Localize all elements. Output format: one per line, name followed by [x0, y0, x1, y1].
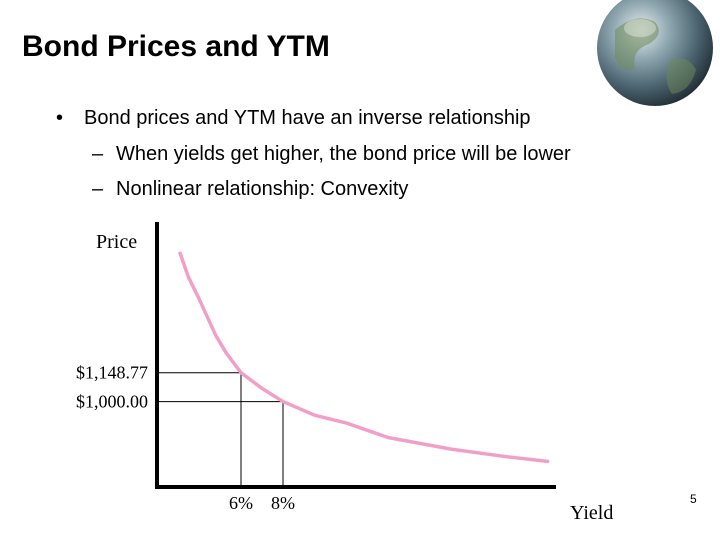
slide-title: Bond Prices and YTM: [22, 30, 330, 63]
y-tick-label: $1,000.00: [76, 392, 148, 412]
bullet-marker: •: [56, 107, 63, 129]
y-axis-label: Price: [96, 231, 137, 253]
x-axis-label: Yield: [570, 502, 613, 524]
bullet-text: Bond prices and YTM have an inverse rela…: [84, 107, 531, 129]
sub-bullet-text: When yields get higher, the bond price w…: [116, 143, 571, 165]
y-tick-label: $1,148.77: [76, 363, 148, 383]
price-curve: [178, 251, 550, 464]
chart: $1,148.77 $1,000.00 6% 8% Price Yield: [76, 222, 613, 524]
x-tick-label: 6%: [229, 493, 253, 513]
globe-decoration: [597, 0, 713, 106]
sub-bullet-marker: –: [92, 143, 104, 165]
page-number: 5: [690, 492, 697, 506]
x-tick-label: 8%: [271, 493, 295, 513]
sub-bullet-text: Nonlinear relationship: Convexity: [116, 178, 408, 200]
sub-bullet-marker: –: [92, 178, 104, 200]
